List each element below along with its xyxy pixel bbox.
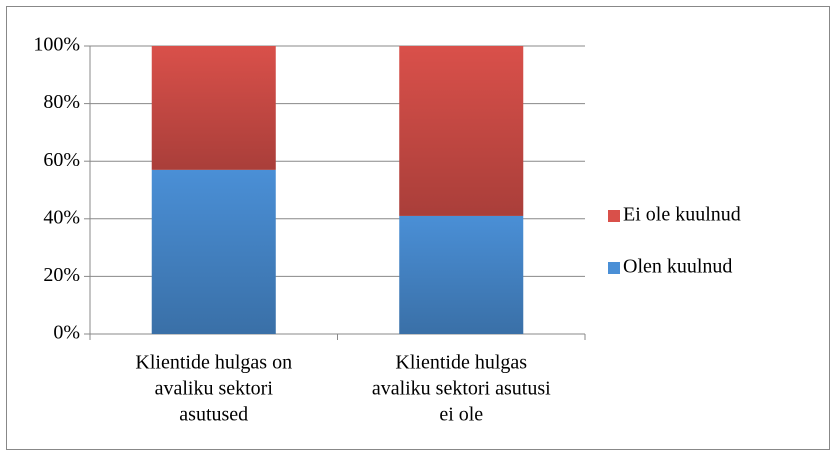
y-tick-label: 80% bbox=[43, 91, 80, 113]
bar-shade bbox=[151, 46, 276, 170]
legend-label: Olen kuulnud bbox=[623, 256, 732, 278]
x-tick-label: avaliku sektori asutusi bbox=[372, 378, 551, 400]
legend-swatch bbox=[608, 262, 620, 274]
legend-label: Ei ole kuulnud bbox=[623, 204, 741, 226]
bar-shade bbox=[151, 169, 276, 334]
x-tick-label: ei ole bbox=[439, 404, 483, 426]
x-tick-label: asutused bbox=[179, 404, 248, 426]
legend-swatch bbox=[608, 210, 620, 222]
x-tick-label: avaliku sektori bbox=[155, 378, 274, 400]
y-tick-label: 20% bbox=[43, 264, 80, 286]
y-tick-label: 40% bbox=[43, 206, 80, 228]
bar-shade bbox=[399, 46, 524, 216]
y-tick-label: 60% bbox=[43, 149, 80, 171]
x-tick-label: Klientide hulgas bbox=[395, 352, 527, 374]
bar-shade bbox=[399, 215, 524, 334]
y-tick-label: 0% bbox=[53, 322, 80, 344]
y-tick-label: 100% bbox=[33, 34, 80, 56]
x-tick-label: Klientide hulgas on bbox=[135, 352, 292, 374]
